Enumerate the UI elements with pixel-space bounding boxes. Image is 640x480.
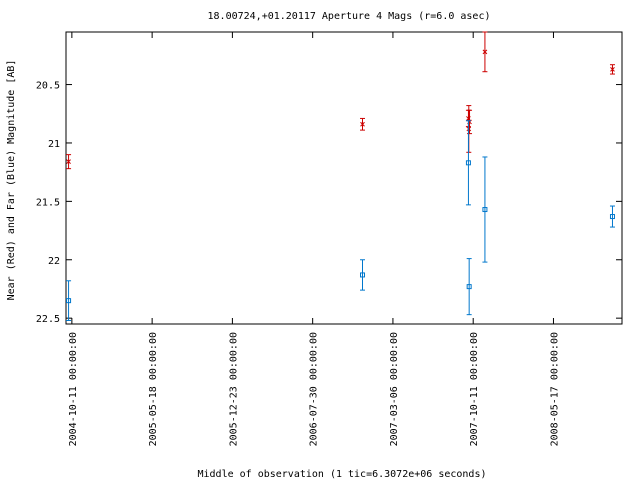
x-tick-label: 2007-10-11 00:00:00 [469, 332, 480, 446]
data-point [66, 298, 72, 304]
data-point [66, 159, 71, 165]
y-tick-label: 20.5 [36, 81, 60, 92]
y-tick-label: 21 [48, 139, 60, 150]
data-point [482, 49, 488, 55]
series [66, 31, 615, 170]
y-tick-label: 22.5 [36, 314, 60, 325]
x-tick-label: 2006-07-30 00:00:00 [309, 332, 320, 446]
x-tick-label: 2004-10-11 00:00:00 [68, 332, 79, 446]
series [66, 120, 615, 321]
data-point [609, 214, 615, 220]
data-point [360, 121, 365, 127]
y-tick-label: 22 [48, 256, 60, 267]
data-point [610, 67, 615, 72]
data-point [465, 160, 471, 166]
x-axis: 2004-10-11 00:00:00 2005-05-18 00:00:00 20… [68, 32, 560, 446]
y-tick-label: 21.5 [36, 197, 60, 208]
data-series [66, 31, 615, 321]
y-axis-label: Near (Red) and Far (Blue) Magnitude [AB] [6, 60, 17, 301]
y-axis: 20.5 21 21.5 22 22.5 [36, 81, 622, 325]
x-tick-label: 2007-03-06 00:00:00 [389, 332, 400, 446]
plot-area [65, 31, 623, 325]
x-tick-label: 2008-05-17 00:00:00 [549, 332, 560, 446]
chart-title: 18.00724,+01.20117 Aperture 4 Mags (r=6.… [208, 11, 491, 22]
x-axis-label: Middle of observation (1 tic=6.3072e+06 … [198, 469, 487, 480]
data-point [466, 284, 472, 290]
x-tick-label: 2005-12-23 00:00:00 [228, 332, 239, 446]
x-tick-label: 2005-05-18 00:00:00 [148, 332, 159, 446]
data-point [360, 272, 366, 278]
data-point [482, 207, 488, 213]
